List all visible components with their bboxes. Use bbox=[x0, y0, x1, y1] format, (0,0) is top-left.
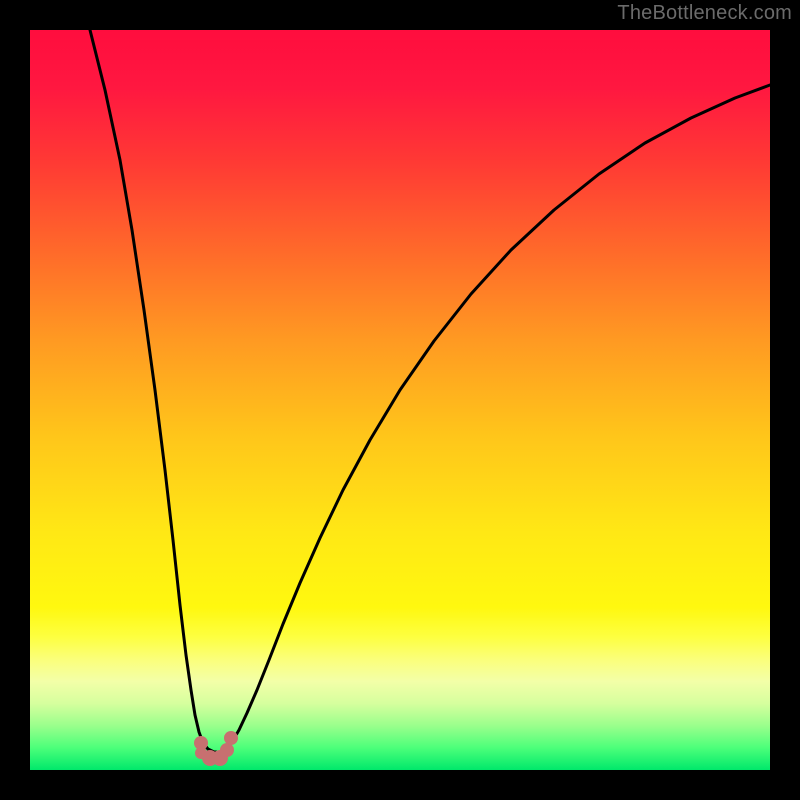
chart-container: TheBottleneck.com bbox=[0, 0, 800, 800]
bottleneck-curve bbox=[90, 30, 770, 752]
bottom-markers bbox=[194, 731, 238, 766]
watermark-text: TheBottleneck.com bbox=[617, 2, 792, 25]
bottleneck-curve-layer bbox=[30, 30, 770, 770]
bottom-marker-dot bbox=[220, 743, 234, 757]
bottom-marker-dot bbox=[224, 731, 238, 745]
plot-area bbox=[30, 30, 770, 770]
